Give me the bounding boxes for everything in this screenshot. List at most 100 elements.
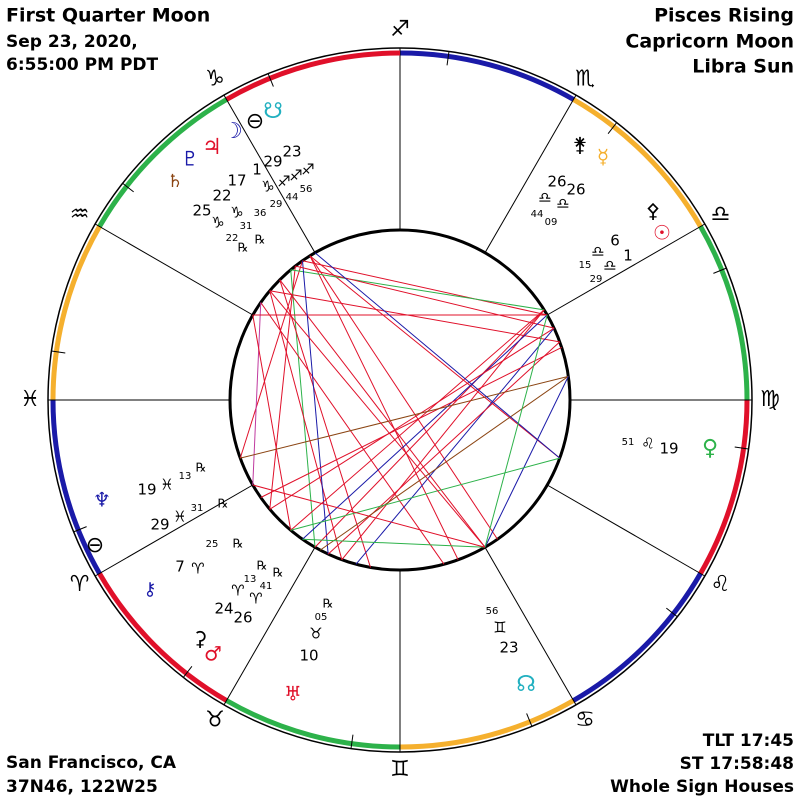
aspect-line [290,269,545,311]
wheel-label: 05 [315,612,328,623]
wheel-label: ♆ [93,488,111,512]
wheel-label: ♈ [191,560,204,578]
wheel-label: 1 [252,161,262,179]
wheel-label: 29 [263,153,282,171]
aspect-line [302,314,548,540]
wheel-label: 44 [286,192,299,203]
aspect-line [309,255,561,459]
wheel-label: ♐ [277,173,290,191]
aspect-line [290,309,545,531]
wheel-label: ♇ [181,147,199,171]
element-arc [97,572,228,703]
wheel-label: ♈ [231,582,244,600]
sign-bg [573,708,597,733]
house-cusp [94,484,254,577]
wheel-label: 7 [175,558,185,576]
sign-glyph: ♌ [711,572,731,597]
aspect-line [341,309,545,561]
wheel-label: 29 [590,274,603,285]
wheel-label: ♑ [211,214,224,232]
wheel-label: 25 [206,539,219,550]
wheel-label: ⊖ [246,109,264,134]
element-arc [97,97,228,228]
wheel-label: ♓ [160,476,173,494]
aspect-line [252,302,262,486]
sign-bg [67,203,92,227]
sign-bg [758,388,782,412]
element-arc [698,225,750,401]
aspect-line [301,260,329,555]
element-arc [399,698,575,750]
aspect-line [314,252,561,459]
wheel-label: ℞ [196,461,207,475]
wheel-label: ☊ [516,672,536,697]
wheel-label: 23 [499,639,518,657]
sun-sign: Libra Sun [692,56,794,78]
wheel-label: 26 [233,609,252,627]
aspect-line [295,265,555,329]
wheel-label: 31 [240,221,253,232]
aspect-line [260,347,562,498]
title: First Quarter Moon [6,5,210,27]
aspect-line [279,279,486,548]
wheel-label: 6 [610,232,620,250]
tick [51,350,66,354]
wheel-label: 17 [227,172,246,190]
wheel-label: ☽ [223,119,243,144]
tick [713,267,727,274]
wheel-label: ☉ [653,221,671,245]
wheel-label: ♓ [173,508,186,526]
house-cusp [223,546,316,706]
tick [122,182,134,193]
time: 6:55:00 PM PDT [6,55,159,75]
wheel-label: ⚷ [143,579,156,600]
wheel-label: ℞ [323,597,334,611]
aspect-line [484,376,569,548]
aspect-line [302,538,486,548]
element-arc [572,572,703,703]
aspect-line [269,265,296,510]
tick [182,666,193,678]
tick [734,446,749,450]
aspect-line [290,457,560,531]
sign-bg [388,758,412,782]
wheel-label: ♌ [641,435,654,453]
sign-glyph: ♐ [390,17,410,42]
element-arc [50,225,102,401]
sign-glyph: ♋ [575,707,595,732]
aspect-line [269,290,560,343]
wheel-label: 1 [623,247,633,265]
tick [666,607,678,618]
wheel-label: ♊ [493,619,506,637]
tick [526,713,533,727]
wheel-label: ♎ [538,189,551,207]
wheel-label: ⚵ [573,133,588,157]
wheel-label: 31 [191,503,204,514]
aspect-line [240,375,569,459]
element-arc [50,399,102,575]
house-cusp [94,223,254,316]
wheel-label: ♐ [289,167,302,185]
tick [73,526,87,533]
wheel-label: 23 [282,143,301,161]
wheel-label: 29 [270,199,283,210]
wheel-label: 22 [226,233,239,244]
wheel-label: ⊖ [86,533,104,558]
wheel-label: ⚳ [193,627,208,651]
element-arc [225,698,401,750]
wheel-label: 26 [566,181,585,199]
sign-bg [203,67,227,92]
wheel-label: ♐ [301,161,314,179]
wheel-label: 13 [244,574,257,585]
wheel-label: ♂ [204,642,222,666]
wheel-label: 13 [179,471,192,482]
wheel-label: ℞ [255,233,266,247]
sign-glyph: ♒ [70,202,90,227]
aspect-line [279,279,371,568]
aspect-line [302,260,548,316]
aspect-line [260,302,445,565]
moon-sign: Capricorn Moon [625,31,794,53]
wheel-label: ⚴ [646,199,661,223]
wheel-label: ♃ [202,135,222,160]
